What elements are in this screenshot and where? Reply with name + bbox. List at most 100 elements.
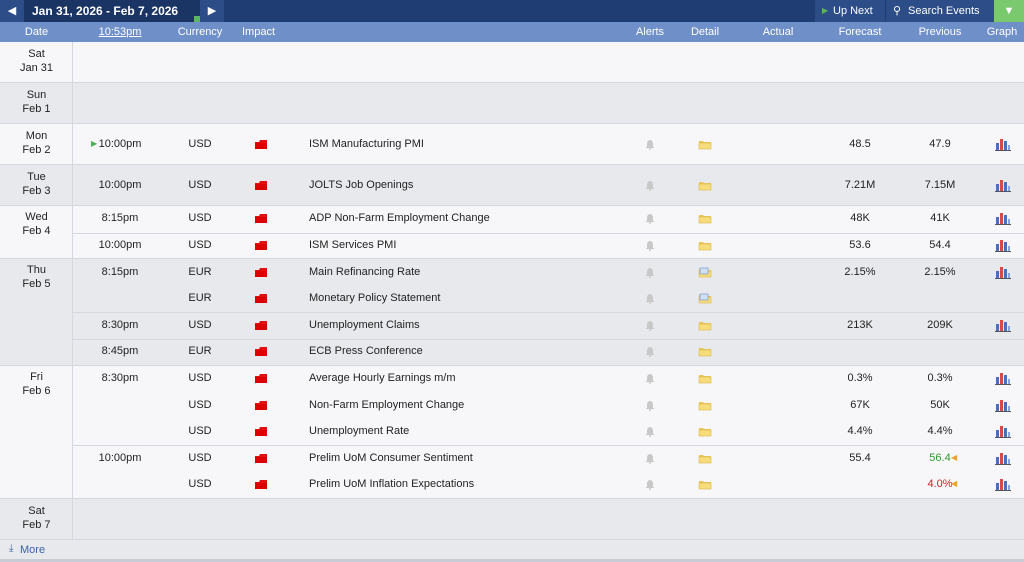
event-title[interactable]: Unemployment Claims (309, 318, 420, 331)
header-impact: Impact (242, 26, 276, 38)
detail-icon[interactable] (698, 479, 712, 493)
detail-icon[interactable] (698, 213, 712, 227)
event-title[interactable]: Average Hourly Earnings m/m (309, 371, 456, 384)
event-title[interactable]: Prelim UoM Consumer Sentiment (309, 451, 473, 464)
event-forecast: 4.4% (847, 425, 873, 438)
alert-icon[interactable] (645, 240, 655, 254)
event-forecast: 48.5 (849, 137, 871, 150)
date-cell (0, 206, 73, 260)
detail-icon[interactable] (698, 267, 712, 281)
graph-icon[interactable] (995, 239, 1011, 255)
date-cell (0, 83, 73, 124)
day-row (0, 124, 1024, 165)
up-next-button[interactable]: Up Next (815, 0, 885, 22)
date-cell (0, 42, 73, 83)
event-title[interactable]: ECB Press Conference (309, 345, 423, 358)
event-previous: 41K (930, 212, 950, 225)
alert-icon[interactable] (645, 180, 655, 194)
event-previous: 4.4% (927, 425, 953, 438)
detail-icon[interactable] (698, 180, 712, 194)
alert-icon[interactable] (645, 426, 655, 440)
event-time: 8:15pm (101, 212, 139, 225)
event-title[interactable]: Non-Farm Employment Change (309, 398, 465, 411)
header-time[interactable]: 10:53pm (98, 26, 142, 38)
graph-icon[interactable] (995, 478, 1011, 494)
day-name: Tue (27, 171, 46, 183)
day-date: Feb 1 (22, 103, 51, 115)
graph-icon[interactable] (995, 452, 1011, 468)
event-currency: USD (188, 398, 212, 411)
header-forecast: Forecast (838, 26, 882, 38)
graph-icon[interactable] (995, 266, 1011, 282)
prev-week[interactable]: ◀ (0, 0, 24, 22)
event-time: 8:30pm (101, 371, 139, 384)
detail-icon[interactable] (698, 346, 712, 360)
event-title[interactable]: JOLTS Job Openings (309, 178, 414, 191)
event-previous: 7.15M (924, 178, 956, 191)
more-link[interactable]: More (20, 543, 46, 556)
day-row (0, 165, 1024, 206)
revised-marker: ◀ (951, 479, 958, 489)
filter-button[interactable]: ▼ (994, 0, 1024, 22)
detail-icon[interactable] (698, 373, 712, 387)
day-name: Sat (28, 48, 45, 60)
upcoming-marker: ▶ (91, 138, 98, 148)
event-title[interactable]: Unemployment Rate (309, 425, 410, 438)
event-forecast: 48K (850, 212, 870, 225)
event-forecast: 213K (847, 318, 873, 331)
event-previous: 56.4 (929, 451, 951, 464)
event-title[interactable]: ISM Manufacturing PMI (309, 137, 424, 150)
detail-icon[interactable] (698, 400, 712, 414)
event-title[interactable]: Monetary Policy Statement (309, 292, 441, 305)
alert-icon[interactable] (645, 293, 655, 307)
alert-icon[interactable] (645, 213, 655, 227)
event-title[interactable]: Prelim UoM Inflation Expectations (309, 478, 475, 491)
alert-icon[interactable] (645, 400, 655, 414)
day-name: Mon (25, 130, 48, 142)
day-name: Sat (28, 504, 45, 517)
graph-icon[interactable] (995, 372, 1011, 388)
search-button[interactable]: Search Events (886, 0, 994, 22)
event-title[interactable]: ADP Non-Farm Employment Change (309, 212, 490, 225)
graph-icon[interactable] (995, 425, 1011, 441)
detail-icon[interactable] (698, 293, 712, 307)
date-range[interactable]: Jan 31, 2026 - Feb 7, 2026 (24, 0, 200, 22)
impact-icon (254, 180, 268, 194)
graph-icon[interactable] (995, 179, 1011, 195)
graph-icon[interactable] (995, 138, 1011, 154)
graph-icon[interactable] (995, 399, 1011, 415)
day-name: Thu (27, 264, 46, 277)
header-row (0, 22, 1024, 42)
event-title[interactable]: ISM Services PMI (309, 238, 397, 251)
detail-icon[interactable] (698, 453, 712, 467)
event-title[interactable]: Main Refinancing Rate (309, 265, 421, 278)
date-cell (0, 498, 73, 540)
detail-icon[interactable] (698, 320, 712, 334)
event-time: 8:45pm (101, 345, 139, 358)
alert-icon[interactable] (645, 139, 655, 153)
impact-icon (254, 453, 268, 467)
detail-icon[interactable] (698, 240, 712, 254)
detail-icon[interactable] (698, 426, 712, 440)
alert-icon[interactable] (645, 267, 655, 281)
detail-icon[interactable] (698, 139, 712, 153)
alert-icon[interactable] (645, 453, 655, 467)
event-currency: USD (188, 451, 212, 464)
day-date: Feb 2 (22, 144, 51, 156)
alert-icon[interactable] (645, 479, 655, 493)
event-previous: 2.15% (924, 265, 956, 278)
alert-icon[interactable] (645, 373, 655, 387)
graph-icon[interactable] (995, 212, 1011, 228)
alert-icon[interactable] (645, 346, 655, 360)
event-currency: USD (188, 478, 212, 491)
graph-icon[interactable] (995, 319, 1011, 335)
event-time: 8:15pm (101, 265, 139, 278)
day-row (0, 42, 1024, 83)
event-currency: USD (188, 212, 212, 225)
event-forecast: 0.3% (847, 371, 873, 384)
header-actual: Actual (762, 26, 794, 38)
next-week[interactable]: ▶ (200, 0, 224, 22)
alert-icon[interactable] (645, 320, 655, 334)
event-time: 8:30pm (101, 318, 139, 331)
day-name: Fri (30, 370, 43, 383)
